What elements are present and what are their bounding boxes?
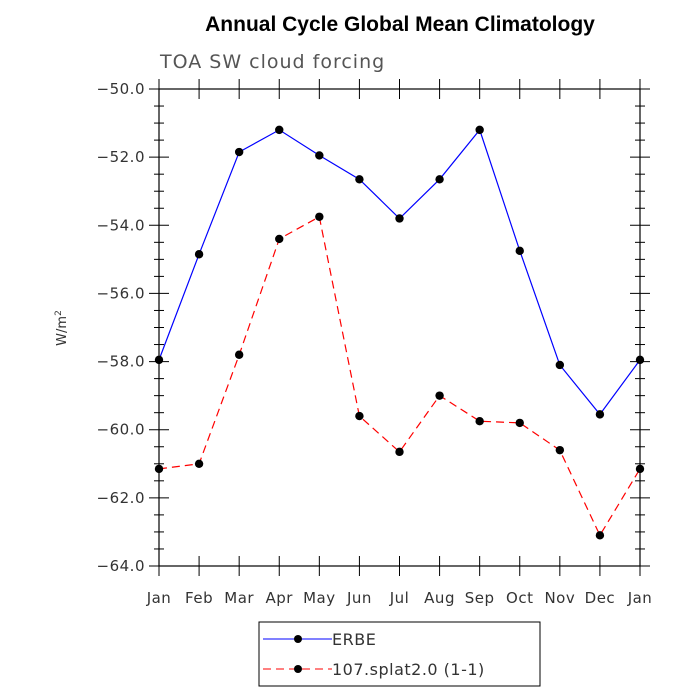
x-axis-ticks: Jan Feb Mar Apr May Jun Jul Aug Sep Oct Nov Dec Jan <box>146 79 653 607</box>
y-axis-label: W/m2 <box>54 310 70 346</box>
data-point-series-0 <box>515 246 524 256</box>
legend-label-model: 107.splat2.0 (1-1) <box>332 660 485 679</box>
data-point-series-1 <box>515 418 524 428</box>
data-point-series-0 <box>395 214 404 223</box>
data-point-series-0 <box>595 410 605 419</box>
data-point-series-1 <box>234 350 244 359</box>
series-line-0 <box>158 128 641 416</box>
x-tick-label: Jan <box>146 589 172 607</box>
data-point-series-1 <box>435 391 444 400</box>
y-tick-label: −60.0 <box>97 421 145 439</box>
x-tick-label: May <box>303 589 336 607</box>
x-tick-label: Sep <box>465 589 495 607</box>
x-tick-label: Feb <box>185 589 213 607</box>
data-point-series-1 <box>315 212 324 221</box>
data-point-series-1 <box>154 464 164 474</box>
y-tick-label: −50.0 <box>97 80 145 98</box>
data-point-series-1 <box>595 531 605 540</box>
chart-title: Annual Cycle Global Mean Climatology <box>205 13 595 36</box>
data-point-series-0 <box>555 360 565 370</box>
y-axis-ticks: −50.0 −52.0 −54.0 −56.0 −58.0 −60.0 −62.0 −64.0 <box>97 80 650 575</box>
y-tick-label: −58.0 <box>97 353 145 371</box>
data-point-series-1 <box>555 445 565 455</box>
data-point-series-0 <box>275 125 284 135</box>
series-line-1 <box>158 215 641 537</box>
plot-border <box>158 88 641 567</box>
x-tick-label: Jul <box>389 589 410 607</box>
data-point-series-1 <box>475 416 484 426</box>
x-tick-label: Dec <box>585 589 616 607</box>
legend-marker-model <box>294 665 302 673</box>
data-point-series-0 <box>234 147 244 157</box>
x-tick-label: Aug <box>424 589 455 607</box>
x-tick-label: Oct <box>506 589 533 607</box>
legend-marker-erbe <box>294 635 302 643</box>
legend-label-erbe: ERBE <box>332 630 376 649</box>
data-point-series-0 <box>635 355 645 365</box>
data-point-series-1 <box>275 234 284 244</box>
y-tick-label: −54.0 <box>97 216 145 234</box>
data-point-series-0 <box>435 175 444 184</box>
data-point-series-0 <box>315 151 324 160</box>
data-point-series-0 <box>475 125 484 135</box>
data-point-series-0 <box>194 250 204 259</box>
series-lines <box>154 125 645 540</box>
y-tick-label: −52.0 <box>97 148 145 166</box>
legend-box <box>258 621 541 687</box>
data-point-series-0 <box>154 355 164 365</box>
plot-frame <box>158 88 641 567</box>
y-tick-label: −56.0 <box>97 284 145 302</box>
data-point-series-1 <box>194 459 204 468</box>
data-point-series-0 <box>355 175 364 184</box>
chart-subtitle: TOA SW cloud forcing <box>159 51 385 73</box>
x-tick-label: Mar <box>224 589 254 607</box>
data-point-series-1 <box>395 447 404 457</box>
data-point-series-1 <box>635 464 645 474</box>
x-tick-label: Jan <box>627 589 653 607</box>
x-tick-label: Apr <box>266 589 294 607</box>
y-tick-label: −64.0 <box>97 557 145 575</box>
x-tick-label: Nov <box>544 589 575 607</box>
x-tick-label: Jun <box>346 589 372 607</box>
data-point-series-1 <box>355 411 364 421</box>
y-tick-label: −62.0 <box>97 489 145 507</box>
legend: ERBE 107.splat2.0 (1-1) <box>258 621 541 687</box>
